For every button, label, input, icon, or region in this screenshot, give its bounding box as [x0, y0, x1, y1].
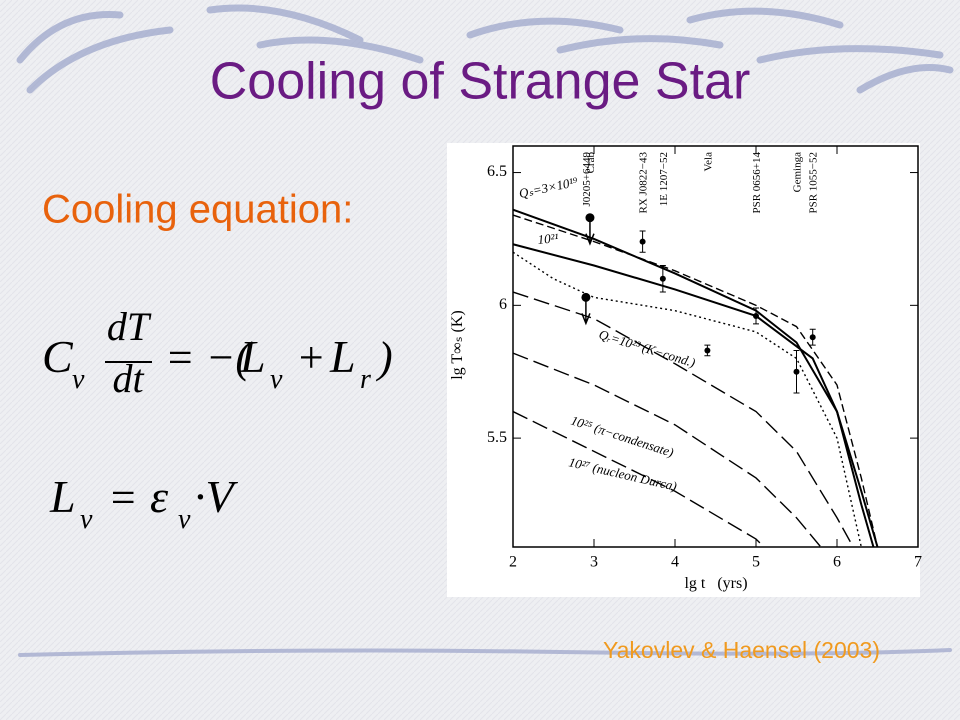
plot-frame — [512, 145, 919, 548]
y-tick-label: 5.5 — [487, 429, 507, 446]
curve — [512, 410, 765, 548]
equation-part: v — [72, 364, 85, 395]
curve — [512, 291, 854, 548]
equation-part: L — [239, 331, 266, 382]
slide-title: Cooling of Strange Star — [210, 53, 751, 111]
source-label: Vela — [702, 152, 714, 172]
equation-part: r — [360, 364, 371, 395]
error-bar — [659, 265, 666, 293]
x-tick-label: 2 — [509, 554, 517, 571]
citation: Yakovlev & Haensel (2003) — [603, 637, 880, 663]
equation-part: dt — [112, 356, 144, 401]
equation-part: v — [178, 504, 191, 535]
curve — [512, 214, 879, 548]
x-tick-label: 7 — [914, 554, 922, 571]
x-tick-label: 5 — [752, 554, 760, 571]
source-label: J0205+6449 — [581, 152, 593, 207]
equation-part: = — [108, 473, 138, 522]
equation-part: ) — [375, 333, 393, 382]
error-bar — [793, 349, 800, 394]
curve-label: 10²¹ — [537, 230, 559, 247]
y-tick-label: 6 — [499, 296, 507, 313]
upper-limit — [585, 217, 595, 246]
error-bar — [753, 307, 759, 325]
source-label: PSR 0656+14 — [751, 152, 763, 214]
curve — [512, 251, 862, 548]
equation-part: + — [296, 333, 326, 382]
y-axis-label: lg T∞ₛ (K) — [449, 310, 466, 380]
source-label: Crab — [585, 152, 597, 174]
equation-part: v — [80, 504, 93, 535]
source-label: RX J0822−43 — [638, 152, 650, 214]
equation-part: ε — [150, 471, 169, 522]
upper-limit — [581, 297, 591, 326]
y-tick-label: 6.5 — [487, 163, 507, 180]
x-tick-label: 4 — [671, 554, 679, 571]
decoration — [16, 4, 954, 657]
x-tick-label: 6 — [833, 554, 841, 571]
source-label: Geminga — [792, 152, 804, 192]
equation-part: L — [49, 471, 76, 522]
equation-part: ·V — [194, 471, 239, 522]
equation-part: C — [42, 331, 74, 382]
error-bar — [809, 328, 816, 346]
x-axis-label: lg t (yrs) — [684, 575, 747, 592]
equation-part: = −( — [165, 333, 252, 382]
equation-part: dT — [107, 304, 152, 349]
error-bar — [704, 344, 711, 357]
equation-part: v — [270, 364, 283, 395]
curve — [512, 352, 822, 548]
source-label: PSR 1055−52 — [808, 152, 820, 214]
curve — [512, 243, 875, 548]
subtitle: Cooling equation: — [42, 188, 353, 232]
curve — [512, 208, 879, 548]
error-bar — [639, 230, 646, 253]
x-tick-label: 3 — [590, 554, 598, 571]
equation-part: L — [329, 331, 356, 382]
source-label: 1E 1207−52 — [658, 152, 670, 206]
